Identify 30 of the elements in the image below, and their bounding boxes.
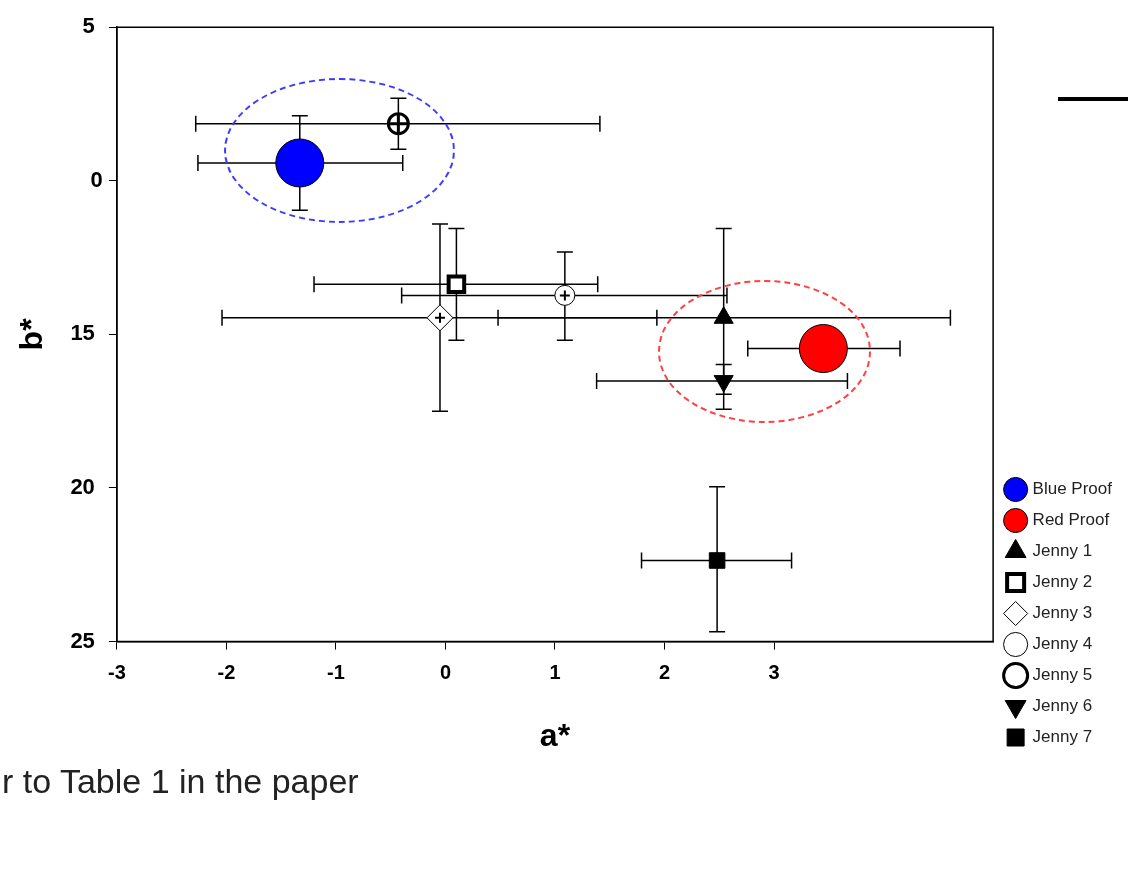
x-tick-label: -3 — [107, 661, 126, 684]
legend-label: Blue Proof — [1032, 479, 1113, 499]
legend-label: Red Proof — [1032, 510, 1110, 530]
point — [798, 324, 848, 374]
legend-label: Jenny 2 — [1032, 572, 1093, 592]
x-tick-label: 1 — [549, 661, 561, 684]
x-axis-title: a* — [539, 716, 571, 753]
legend-label: Jenny 3 — [1032, 603, 1093, 623]
legend-label: Jenny 5 — [1032, 665, 1093, 685]
legend-label: Jenny 6 — [1032, 696, 1093, 716]
point — [708, 552, 726, 569]
legend-label: Jenny 4 — [1032, 634, 1093, 654]
point — [275, 138, 325, 188]
point — [554, 284, 576, 306]
text: r to Table 1 in the paper — [2, 762, 359, 801]
legend-label: Jenny 7 — [1032, 727, 1093, 747]
y-axis-title: b* — [13, 317, 50, 351]
y-tick-label: 25 — [70, 627, 95, 653]
x-tick-label: -1 — [327, 661, 345, 684]
legend-label: Jenny 1 — [1032, 541, 1093, 561]
y-tick-label: 20 — [70, 474, 95, 500]
point — [426, 304, 454, 332]
text: 0 — [90, 166, 103, 192]
x-tick-label: -2 — [217, 661, 236, 684]
x-tick-label: 0 — [439, 661, 452, 684]
y-tick-label: 15 — [70, 320, 95, 346]
point — [446, 274, 467, 295]
y-tick-label: 5 — [82, 13, 95, 39]
x-tick-label: 3 — [768, 661, 780, 684]
x-tick-label: 2 — [658, 661, 671, 684]
